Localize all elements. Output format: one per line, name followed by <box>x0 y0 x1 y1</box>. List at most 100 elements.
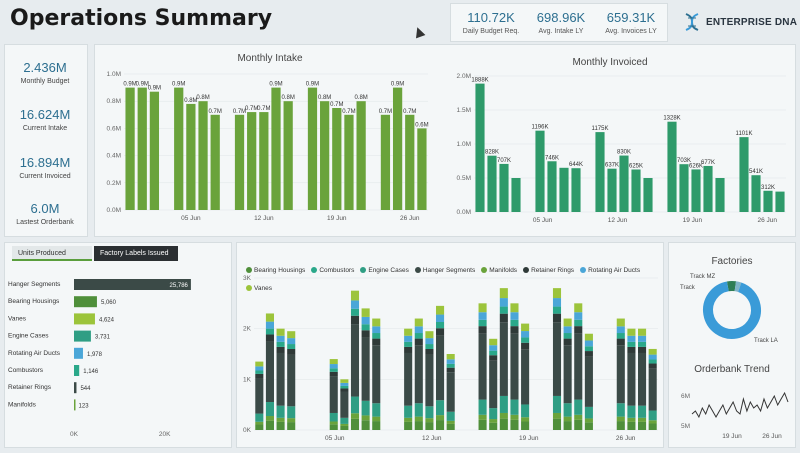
stack-segment <box>404 335 413 342</box>
stack-segment <box>627 335 636 342</box>
bar <box>607 168 617 212</box>
stack-segment <box>361 400 370 416</box>
stack-segment <box>287 354 296 407</box>
stack-segment <box>627 346 636 353</box>
y-tick-label: 0.8M <box>107 98 121 105</box>
stack-segment <box>329 359 338 365</box>
stack-segment <box>287 344 296 349</box>
stack-segment <box>340 388 349 392</box>
data-label: 0.7M <box>257 106 270 112</box>
tab-factory-labels[interactable]: Factory Labels Issued <box>94 246 178 261</box>
stack-segment <box>425 354 434 407</box>
stack-segment <box>265 313 274 322</box>
stack-segment <box>287 338 296 345</box>
legend-item[interactable]: Vanes <box>246 285 272 292</box>
data-label: 0.8M <box>196 95 209 101</box>
category-label: Vanes <box>8 315 27 322</box>
stack-segment <box>489 422 498 430</box>
stack-segment <box>414 333 423 339</box>
legend-label: Hanger Segments <box>422 266 476 274</box>
metric-current-invoiced: 16.894M Current Invoiced <box>19 155 71 180</box>
stack-segment <box>510 312 519 320</box>
bar <box>186 103 196 210</box>
stack-segment <box>372 326 381 334</box>
legend-label: Engine Cases <box>368 266 409 274</box>
stack-segment <box>425 348 434 355</box>
stack-segment <box>510 326 519 334</box>
legend-item[interactable]: Bearing Housings <box>246 267 305 274</box>
x-tick-label: 19 Jun <box>722 433 742 440</box>
data-label: 0.7M <box>403 109 416 115</box>
legend-item[interactable]: Engine Cases <box>360 266 409 274</box>
bar <box>74 365 80 376</box>
stack-segment <box>499 412 508 419</box>
stack-segment <box>404 421 413 430</box>
stack-segment <box>340 379 349 383</box>
stack-segment <box>329 421 338 425</box>
bar <box>715 178 725 212</box>
legend-item[interactable]: Retainer Rings <box>523 267 574 274</box>
invoiced-chart-title: Monthly Invoiced <box>572 57 648 68</box>
bar <box>691 169 701 212</box>
data-label: 544 <box>80 386 91 392</box>
stack-segment <box>329 368 338 372</box>
category-label: Hanger Segments <box>8 281 61 288</box>
stack-segment <box>265 334 274 342</box>
units-produced-chart: Hanger Segments 25,786 Bearing Housings 5,0… <box>8 279 191 438</box>
y-tick-label: 1.0M <box>457 141 471 148</box>
category-label: Combustors <box>8 367 44 374</box>
stack-segment <box>446 372 455 412</box>
stack-segment <box>499 313 508 323</box>
bar <box>283 101 293 210</box>
factories-panel <box>668 242 796 448</box>
legend-item[interactable]: Combustors <box>311 267 354 274</box>
x-tick-label: 12 Jun <box>422 435 442 442</box>
stack-segment <box>584 340 593 347</box>
stack-segment <box>255 370 264 374</box>
legend-item[interactable]: Hanger Segments <box>414 266 476 274</box>
stack-segment <box>436 314 445 323</box>
bar <box>667 121 677 212</box>
kpi-daily-budget: 110.72K Daily Budget Req. <box>462 10 520 35</box>
bar <box>547 161 557 212</box>
stack-segment <box>255 366 264 371</box>
data-label: 637K <box>605 163 619 169</box>
legend-dot-icon <box>580 267 587 273</box>
stack-segment <box>563 318 572 327</box>
data-label: 830K <box>617 150 631 156</box>
bar <box>417 128 427 210</box>
stack-segment <box>563 326 572 334</box>
bar <box>475 83 485 212</box>
data-label: 1,978 <box>87 352 103 358</box>
bar <box>74 382 77 394</box>
stack-segment <box>552 298 562 307</box>
stack-segment <box>361 420 370 430</box>
stack-segment <box>287 331 296 339</box>
data-label: 677K <box>701 160 715 166</box>
stack-segment <box>255 373 264 379</box>
stack-segment <box>329 371 338 377</box>
legend-item[interactable]: Manifolds <box>481 267 517 274</box>
stack-segment <box>372 333 381 339</box>
stack-segment <box>499 298 508 307</box>
stack-segment <box>574 319 583 327</box>
stack-segment <box>616 333 625 339</box>
bar <box>595 132 605 212</box>
legend-label: Bearing Housings <box>254 266 306 274</box>
stack-segment <box>329 364 338 369</box>
stack-segment <box>361 330 370 338</box>
metric-monthly-budget: 2.436M Monthly Budget <box>20 60 70 85</box>
legend-label: Combustors <box>319 266 355 274</box>
stack-segment <box>340 382 349 386</box>
stack-segment <box>584 346 593 352</box>
stack-segment <box>648 410 657 421</box>
stack-segment <box>552 288 562 299</box>
stack-segment <box>510 303 519 313</box>
stack-segment <box>489 338 498 346</box>
stack-segment <box>404 352 413 406</box>
legend-item[interactable]: Rotating Air Ducts <box>580 267 640 274</box>
stack-segment <box>584 356 593 407</box>
orderbank-trend-chart: 6M 5M 19 Jun 26 Jun <box>681 391 789 440</box>
tab-units-produced[interactable]: Units Produced <box>12 246 92 261</box>
data-label: 0.6M <box>415 122 428 128</box>
